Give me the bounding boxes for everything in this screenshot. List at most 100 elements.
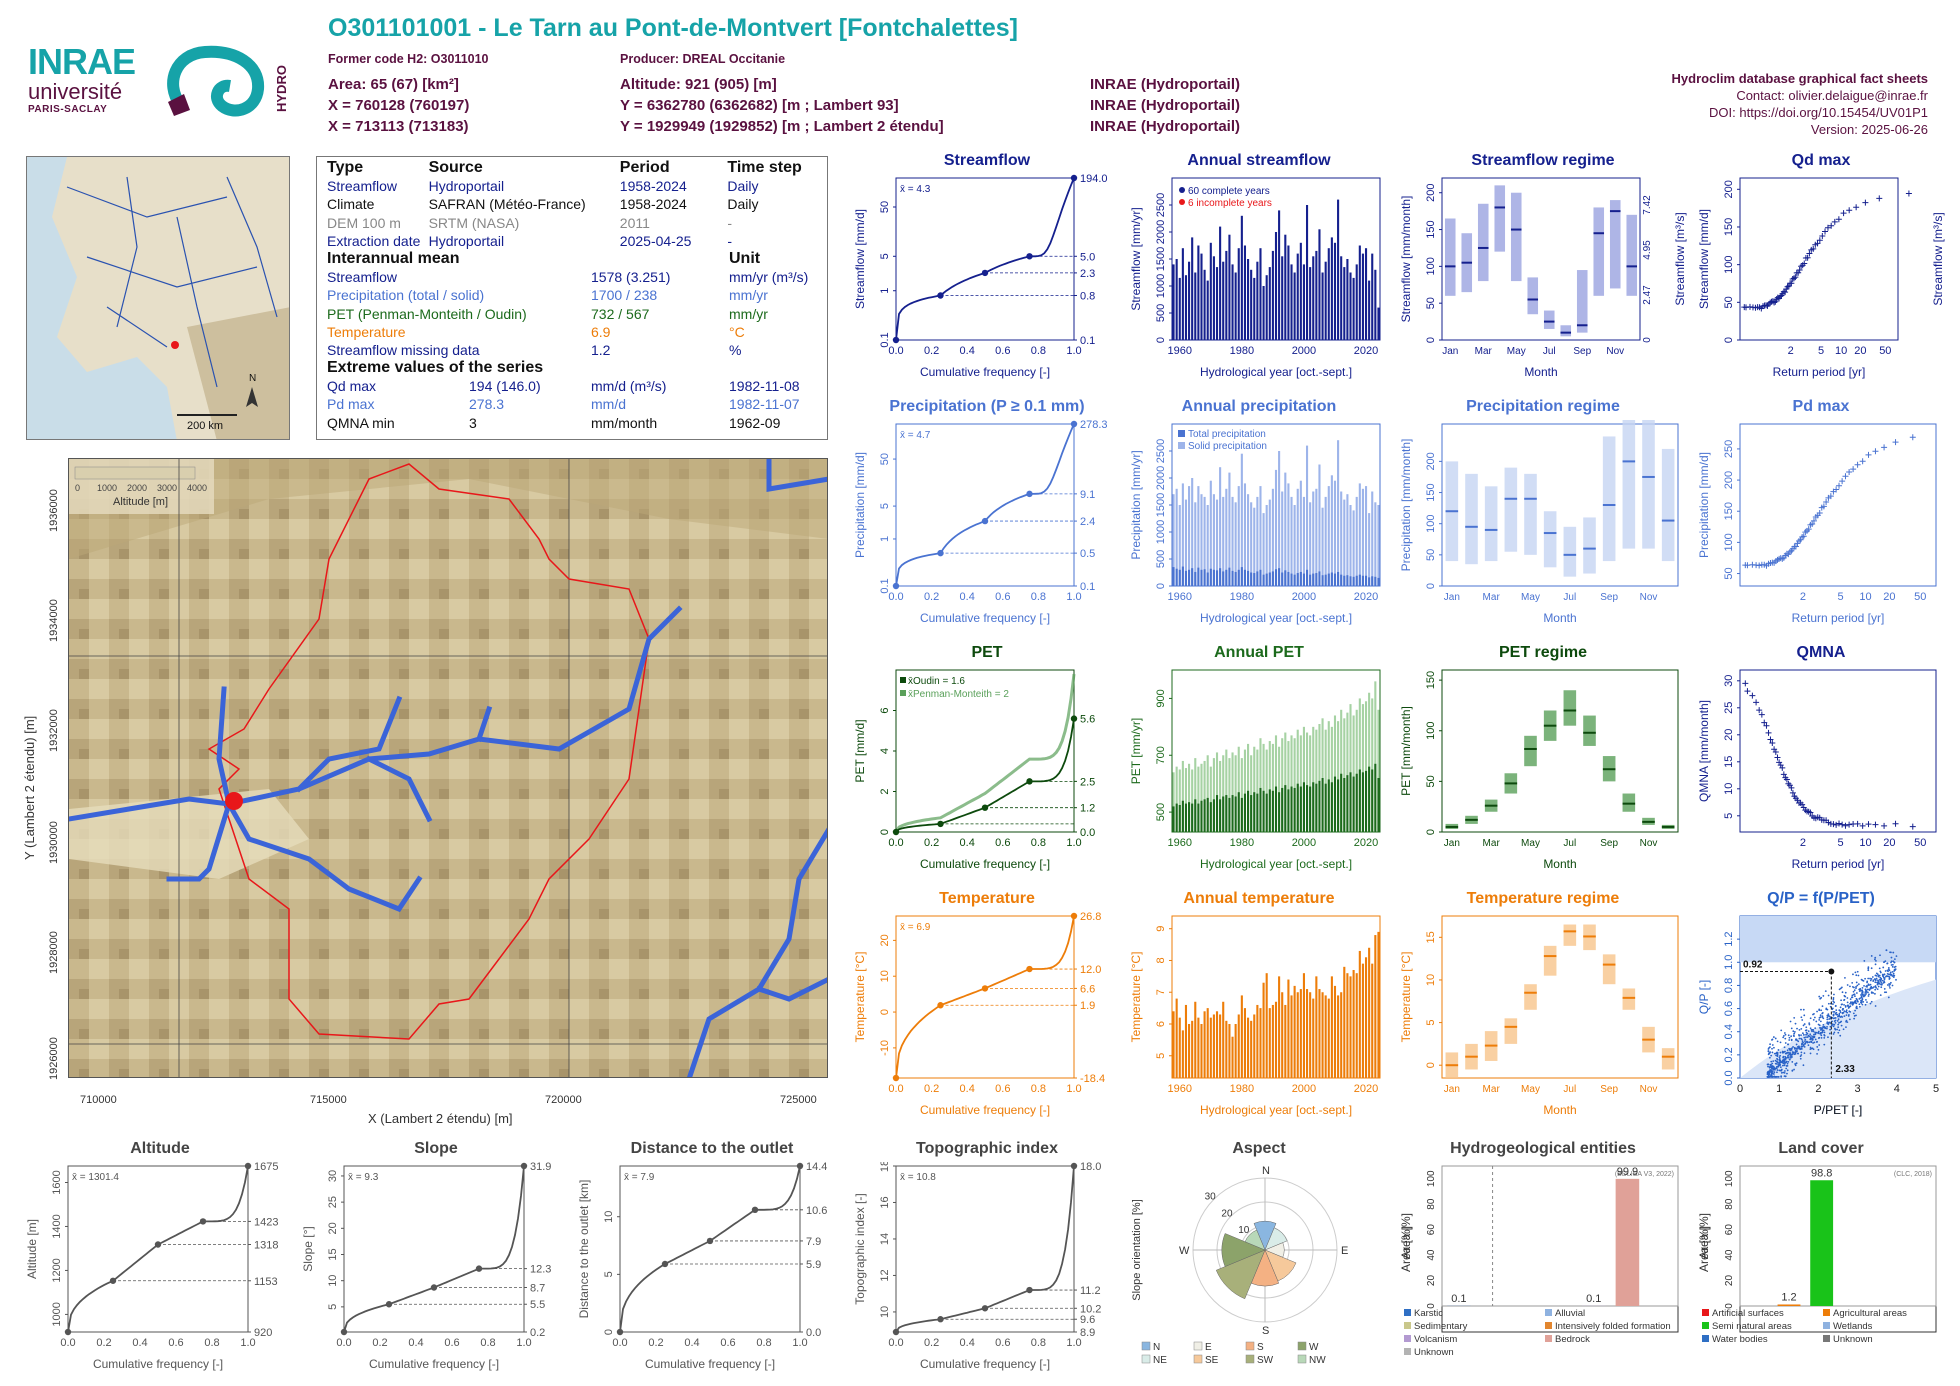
plot-frame <box>1441 669 1679 833</box>
data-point <box>1818 1036 1821 1039</box>
bar-part <box>1184 570 1188 586</box>
chart-title: Topographic index <box>916 1140 1058 1157</box>
bar-total <box>1290 735 1293 832</box>
data-point <box>1810 1035 1812 1037</box>
x-tick-label: Mar <box>1483 1084 1501 1095</box>
cell: Streamflow <box>327 269 398 286</box>
bar-part <box>1250 795 1253 832</box>
x-axis-label: Cumulative frequency [-] <box>645 1357 775 1371</box>
chart-svg: Temperature [°C]Cumulative frequency [-]… <box>853 912 1105 1117</box>
bar-total <box>1278 746 1281 832</box>
bar-total <box>1212 494 1215 586</box>
data-point <box>1888 975 1891 978</box>
data-point <box>1857 983 1860 986</box>
data-point <box>1776 1075 1778 1078</box>
bar <box>1268 267 1271 340</box>
right-tick-label: 7.42 <box>1642 195 1653 215</box>
y-axis-label: Temperature [°C] <box>1129 952 1143 1043</box>
cell: Temperature <box>327 323 406 340</box>
bar-total <box>1191 478 1194 586</box>
x-tick-label: 2000 <box>1292 837 1316 849</box>
data-point <box>1871 987 1874 989</box>
data-point <box>1811 1029 1814 1031</box>
altitude-legend-bar <box>74 466 196 480</box>
data-point <box>1786 1064 1789 1067</box>
bar-part <box>1281 572 1284 586</box>
bar-part <box>1212 569 1215 586</box>
x-tick-label: 2 <box>1800 591 1806 603</box>
data-point <box>1866 981 1868 984</box>
bar <box>1253 277 1256 340</box>
chart-title: Q/P = f(P/PET) <box>1767 890 1875 907</box>
y-tick-label: 500 <box>1155 550 1167 568</box>
data-point <box>1895 978 1897 981</box>
data-point <box>1775 1065 1778 1068</box>
data-point <box>1778 1064 1781 1067</box>
data-point <box>1850 466 1857 473</box>
regime-box <box>1626 214 1638 296</box>
bar <box>1349 272 1352 340</box>
legend-swatch <box>900 690 906 696</box>
bar <box>1197 245 1200 340</box>
chart-title: Land cover <box>1778 1140 1864 1157</box>
bar-part <box>1222 571 1225 586</box>
bar-part <box>1321 778 1324 832</box>
bar-part <box>1268 789 1271 832</box>
x-tick-label: Jul <box>1563 1084 1576 1095</box>
bar-part <box>1364 770 1368 832</box>
area: Area: 65 (67) [km²] <box>328 76 459 93</box>
data-point <box>1789 1020 1792 1023</box>
bar-part <box>1377 577 1380 586</box>
bar-total <box>1253 746 1256 832</box>
altitude: Altitude: 921 (905) [m] <box>620 76 777 93</box>
bar-part <box>1222 796 1225 832</box>
x-tick-label: Nov <box>1640 592 1658 603</box>
chart-topographic-index: Topographic index Topographic index [-] Cu… <box>852 1140 1122 1376</box>
bar-total <box>1184 499 1188 586</box>
bar <box>1281 256 1284 340</box>
data-point <box>1861 1003 1864 1006</box>
data-point <box>1816 510 1823 517</box>
bar-part <box>1237 792 1240 832</box>
bar <box>1181 1030 1184 1078</box>
data-point <box>1887 966 1890 969</box>
map-xlabel: X (Lambert 2 étendu) [m] <box>368 1111 513 1126</box>
x-tick-label: Jul <box>1563 592 1576 603</box>
x-tick-label: 0.4 <box>408 1337 423 1349</box>
x-tick-label: 2020 <box>1354 1083 1378 1095</box>
x-tick-label: 2000 <box>1292 591 1316 603</box>
cell: mm/d <box>591 396 626 413</box>
legend-tick: 0 <box>75 483 80 493</box>
cell: Extraction date <box>327 232 421 249</box>
cell: 1958-2024 <box>619 196 687 213</box>
bar-total <box>1281 738 1284 832</box>
x-tick-label: 0.2 <box>924 1337 939 1349</box>
bar <box>1340 256 1343 340</box>
data-point <box>1798 1037 1801 1040</box>
data-point <box>1856 1000 1859 1003</box>
bar <box>1253 1014 1256 1078</box>
extreme-row-pdmax: Pd max 278.3 mm/d 1982-11-07 <box>327 395 817 413</box>
data-point <box>1892 960 1895 963</box>
data-point <box>1886 975 1889 978</box>
bar-part <box>1330 572 1333 586</box>
bar-part <box>1302 782 1305 832</box>
legend-label: W <box>1309 1342 1319 1353</box>
chart-pet: PET PET [mm/d] Cumulative frequency [-] 0 2 4… <box>852 644 1122 876</box>
right-tick-label: 1.2 <box>1080 803 1095 815</box>
bar <box>1178 277 1181 340</box>
y-tick-label: 150 <box>1425 671 1437 689</box>
data-point <box>1886 984 1889 986</box>
data-point <box>1884 970 1887 972</box>
data-point <box>1826 1018 1829 1021</box>
cell: 2011 <box>619 214 650 231</box>
regime-box <box>1563 924 1577 946</box>
data-point <box>1841 1012 1844 1015</box>
bar-total <box>1284 472 1287 586</box>
bar-total <box>1256 749 1259 832</box>
data-point <box>1821 1029 1824 1032</box>
data-point <box>1827 1013 1830 1016</box>
bar <box>1178 1017 1181 1078</box>
quantile-point <box>616 1328 624 1336</box>
header-type: Type <box>327 159 364 176</box>
